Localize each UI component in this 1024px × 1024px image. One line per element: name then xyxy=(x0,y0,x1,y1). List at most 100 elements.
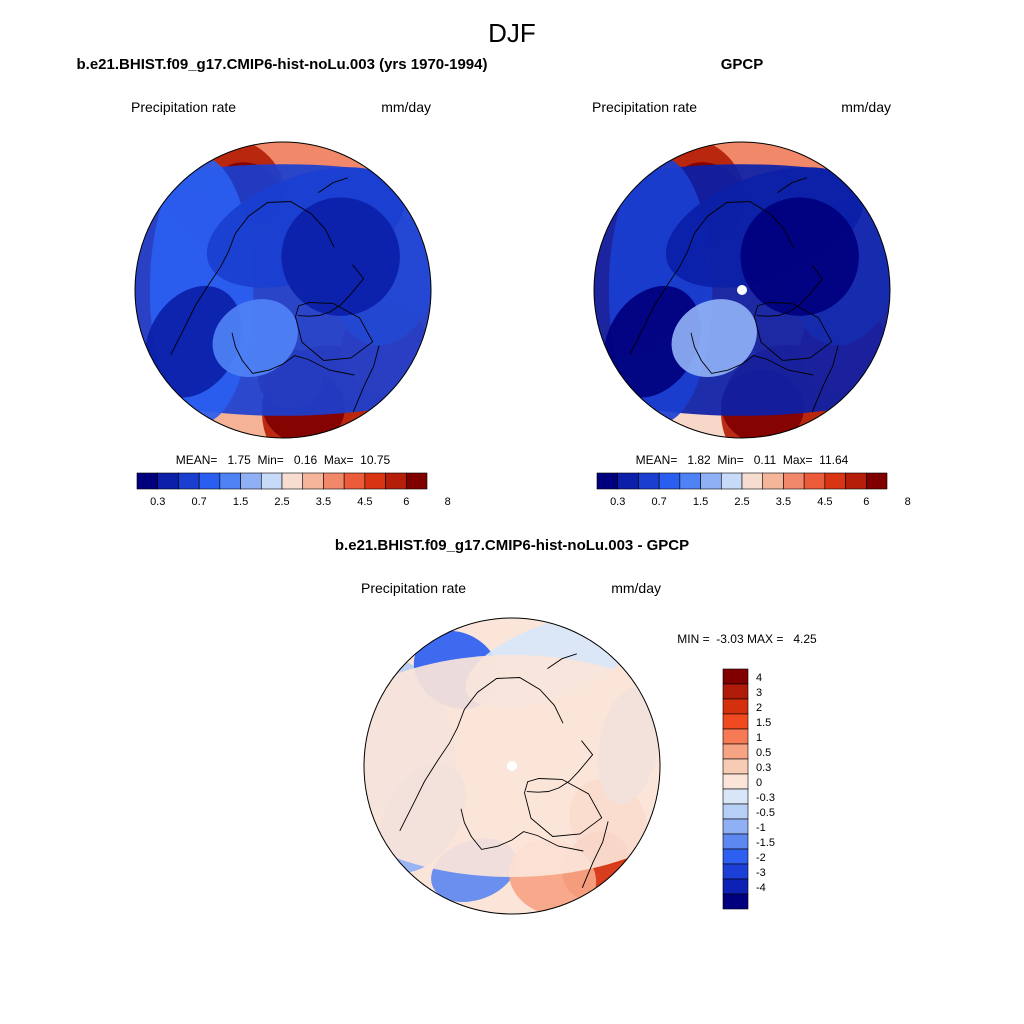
colorbar-swatch xyxy=(722,893,749,910)
colorbar-tick-label: 3.5 xyxy=(776,496,791,508)
colorbar-swatch xyxy=(741,472,764,490)
colorbar-tick-label: 0.3 xyxy=(610,496,625,508)
precip-region xyxy=(740,197,859,316)
colorbar-tick-label: 0.5 xyxy=(756,747,771,759)
colorbar-swatch xyxy=(364,472,386,490)
colorbar-tick-label: 2 xyxy=(756,702,762,714)
colorbar-tick-label: 0.7 xyxy=(651,496,666,508)
colorbar-tick-label: -0.5 xyxy=(756,807,775,819)
colorbar-swatch xyxy=(343,472,366,490)
units-label-diff: mm/day xyxy=(611,580,661,596)
coastline xyxy=(690,332,814,376)
colorbar-tick-label: 0.7 xyxy=(191,496,206,508)
colorbar-swatch xyxy=(385,472,407,490)
colorbar-swatch xyxy=(845,472,867,490)
coastline xyxy=(547,653,577,669)
coastline xyxy=(526,740,594,793)
colorbar-tick-label: 1.5 xyxy=(693,496,708,508)
colorbar-tick-label: 2.5 xyxy=(734,496,749,508)
colorbar-tick-label: 1.5 xyxy=(756,717,771,729)
colorbar-swatch xyxy=(722,848,749,865)
colorbar-swatch xyxy=(722,788,749,805)
colorbar-tick-label: 3 xyxy=(756,687,762,699)
colorbar-tick-label: 6 xyxy=(403,496,409,508)
colorbar-obs: 0.3 0.7 1.5 2.5 3.5 4.5 6 8 xyxy=(596,472,911,508)
units-label-model: mm/day xyxy=(381,99,431,115)
colorbar-swatch xyxy=(281,472,304,490)
map-obs xyxy=(594,142,890,438)
coastline-greenland xyxy=(754,302,833,361)
colorbar-tick-label: 3.5 xyxy=(316,496,331,508)
colorbar-diff: 4 3 2 1.5 1 0.5 0.3 0 -0.3 -0.5 -1 -1.5 -2 -3 -4 xyxy=(722,668,775,910)
colorbar-tick-label: -1 xyxy=(756,822,766,834)
colorbar-tick-label: 1.5 xyxy=(233,496,248,508)
coastline xyxy=(352,345,380,412)
colorbar-swatch xyxy=(219,472,241,490)
colorbar-tick-label: 0.3 xyxy=(756,762,771,774)
coastline xyxy=(777,177,807,193)
coastline xyxy=(399,677,564,832)
colorbar-tick-label: 8 xyxy=(905,496,911,508)
map-border-obs xyxy=(593,141,891,439)
colorbar-tick-label: -2 xyxy=(756,852,766,864)
colorbar-tick-label: 2.5 xyxy=(274,496,289,508)
colorbar-swatch xyxy=(722,683,749,700)
precip-region xyxy=(144,285,242,398)
colorbar-swatch xyxy=(722,728,749,745)
colorbar-tick-label: 4 xyxy=(756,672,762,684)
stats-diff: MIN = -3.03 MAX = 4.25 xyxy=(677,632,817,646)
stats-obs: MEAN= 1.82 Min= 0.11 Max= 11.64 xyxy=(636,453,849,467)
variable-label-diff: Precipitation rate xyxy=(361,580,466,596)
precip-region xyxy=(603,285,701,398)
colorbar-swatch xyxy=(722,773,749,790)
panel-title-diff: b.e21.BHIST.f09_g17.CMIP6-hist-noLu.003 … xyxy=(335,537,689,554)
colorbar-swatch xyxy=(722,833,749,850)
panel-title-model: b.e21.BHIST.f09_g17.CMIP6-hist-noLu.003 … xyxy=(77,56,488,73)
map-border-diff xyxy=(363,617,661,915)
panel-title-obs: GPCP xyxy=(721,56,764,73)
colorbar-swatch xyxy=(323,472,345,490)
variable-label-model: Precipitation rate xyxy=(131,99,236,115)
map-border-model xyxy=(134,141,432,439)
coastline xyxy=(297,264,365,317)
colorbar-swatch xyxy=(240,472,262,490)
colorbar-tick-label: 6 xyxy=(863,496,869,508)
colorbar-swatch xyxy=(617,472,639,490)
precip-region xyxy=(281,197,400,316)
coastline-greenland xyxy=(524,778,603,837)
colorbar-tick-label: -1.5 xyxy=(756,837,775,849)
colorbar-swatch xyxy=(260,472,283,490)
colorbar-swatch xyxy=(865,472,888,490)
map-diff xyxy=(364,618,660,914)
colorbar-tick-label: 0.3 xyxy=(150,496,165,508)
colorbar-swatch xyxy=(178,472,200,490)
colorbar-swatch xyxy=(302,472,324,490)
colorbar-swatch xyxy=(405,472,428,490)
colorbar-swatch xyxy=(722,863,749,880)
coastline xyxy=(460,808,584,852)
colorbar-swatch xyxy=(722,803,749,820)
colorbar-swatch xyxy=(198,472,221,490)
map-model xyxy=(135,142,431,438)
colorbar-swatch xyxy=(720,472,743,490)
precip-region xyxy=(671,299,757,378)
colorbar-swatch xyxy=(157,472,179,490)
precip-region xyxy=(212,299,298,378)
colorbar-swatch xyxy=(638,472,660,490)
coastline xyxy=(581,821,609,888)
colorbar-swatch xyxy=(783,472,805,490)
colorbar-tick-label: 8 xyxy=(445,496,451,508)
colorbar-swatch xyxy=(136,472,159,490)
colorbar-tick-label: -4 xyxy=(756,882,766,894)
colorbar-swatch xyxy=(658,472,681,490)
variable-label-obs: Precipitation rate xyxy=(592,99,697,115)
colorbar-swatch xyxy=(722,698,749,715)
colorbar-swatch xyxy=(679,472,701,490)
colorbar-swatch xyxy=(722,758,749,775)
colorbar-swatch xyxy=(803,472,826,490)
stats-model: MEAN= 1.75 Min= 0.16 Max= 10.75 xyxy=(176,453,391,467)
colorbar-swatch xyxy=(700,472,722,490)
colorbar-swatch xyxy=(722,668,749,685)
coastline xyxy=(756,264,824,317)
